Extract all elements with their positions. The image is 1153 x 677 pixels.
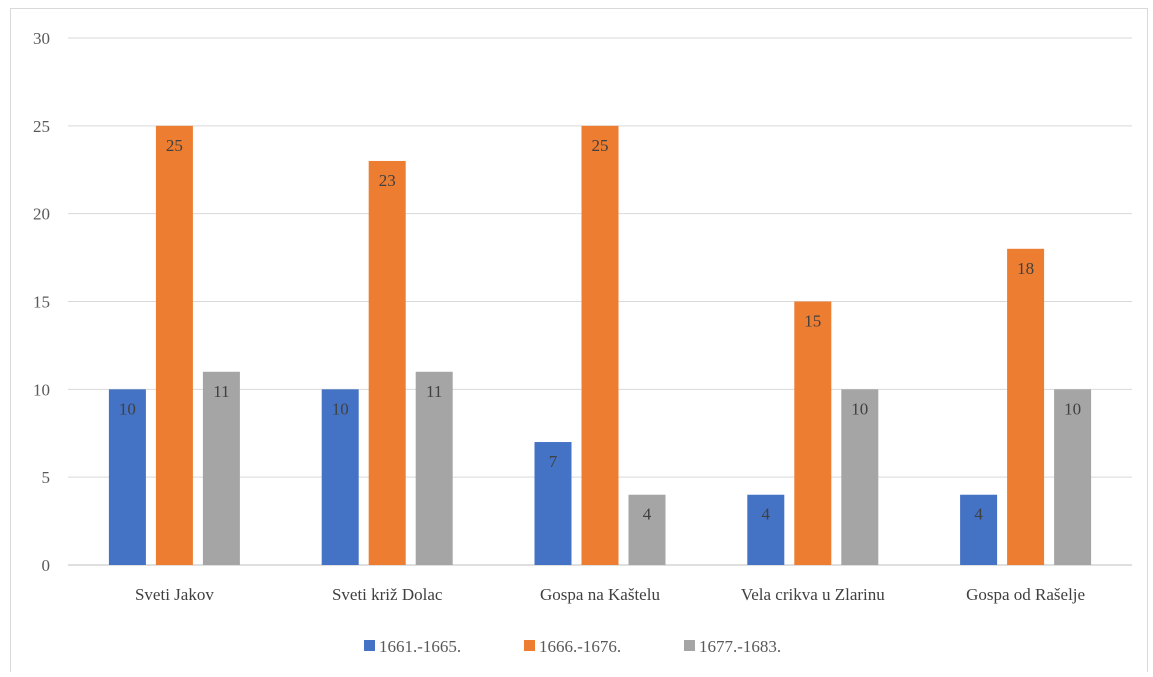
- bar-2: [368, 160, 406, 565]
- data-label: 18: [1017, 259, 1034, 278]
- bar-2: [581, 125, 619, 565]
- data-label: 4: [643, 505, 652, 524]
- legend-swatch: [524, 640, 535, 651]
- data-label: 10: [1064, 399, 1081, 418]
- category-label: Sveti križ Dolac: [332, 585, 443, 604]
- bar-1: [534, 442, 572, 565]
- data-label: 10: [332, 399, 349, 418]
- data-label: 25: [166, 136, 183, 155]
- data-label: 25: [592, 136, 609, 155]
- bar-2: [1007, 248, 1045, 566]
- data-label: 23: [379, 171, 396, 190]
- bar-1: [960, 494, 998, 565]
- chart-frame: [10, 8, 1148, 672]
- bar-2: [794, 301, 832, 565]
- data-label: 10: [851, 399, 868, 418]
- legend-swatch: [684, 640, 695, 651]
- data-label: 15: [804, 312, 821, 331]
- category-label: Sveti Jakov: [135, 585, 214, 604]
- y-tick-label: 5: [42, 468, 51, 487]
- bar-3: [841, 389, 879, 565]
- bars: 10 25 11 10 23 11 7 25 4 4 15 10 4 18 10: [108, 125, 1092, 566]
- bar-1: [747, 494, 785, 565]
- bar-1: [108, 389, 146, 565]
- legend-label: 1677.-1683.: [699, 637, 781, 656]
- bar-3: [415, 371, 453, 565]
- data-label: 7: [549, 452, 558, 471]
- data-label: 11: [213, 382, 229, 401]
- bar-1: [321, 389, 359, 565]
- y-tick-label: 30: [33, 29, 50, 48]
- data-label: 4: [974, 505, 983, 524]
- data-label: 4: [762, 505, 771, 524]
- bar-2: [155, 125, 193, 565]
- y-tick-label: 0: [42, 556, 51, 575]
- legend-label: 1661.-1665.: [379, 637, 461, 656]
- bar-3: [202, 371, 240, 565]
- data-label: 10: [119, 399, 136, 418]
- category-label: Gospa na Kaštelu: [540, 585, 660, 604]
- bar-3: [628, 494, 666, 565]
- y-tick-label: 15: [33, 293, 50, 312]
- y-axis-ticks: 0 5 10 15 20 25 30: [33, 29, 50, 575]
- data-label: 11: [426, 382, 442, 401]
- legend: 1661.-1665. 1666.-1676. 1677.-1683.: [364, 637, 781, 656]
- category-label: Vela crikva u Zlarinu: [741, 585, 885, 604]
- legend-swatch: [364, 640, 375, 651]
- category-label: Gospa od Rašelje: [966, 585, 1085, 604]
- y-tick-label: 25: [33, 117, 50, 136]
- y-tick-label: 20: [33, 205, 50, 224]
- bar-3: [1054, 389, 1092, 565]
- y-tick-label: 10: [33, 380, 50, 399]
- x-axis-labels: Sveti Jakov Sveti križ Dolac Gospa na Kašt…: [135, 585, 1085, 604]
- legend-label: 1666.-1676.: [539, 637, 621, 656]
